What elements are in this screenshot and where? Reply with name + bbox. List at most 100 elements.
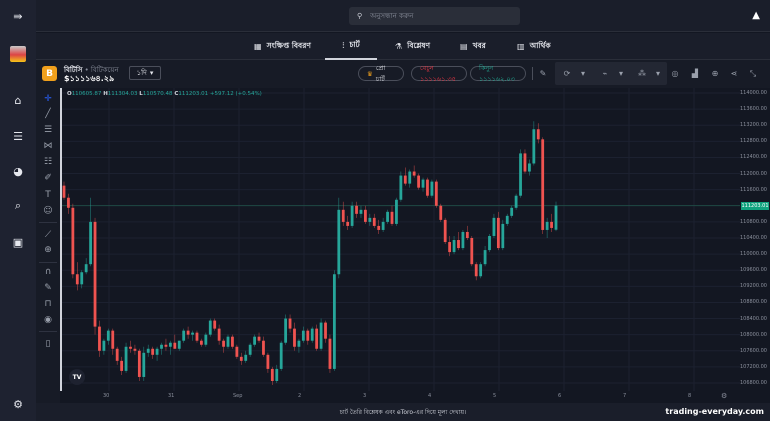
tab-chart[interactable]: ⫶ চার্ট	[325, 33, 377, 60]
price-tick: 112000.00	[739, 170, 767, 177]
search-input[interactable]: ⚲ অনুসন্ধান করুন	[349, 7, 520, 25]
divider	[39, 331, 57, 332]
settings-gear-icon[interactable]: ◎	[671, 69, 679, 78]
tab-label: সংক্ষিপ্ত বিবরণ	[266, 40, 311, 50]
expand-icon[interactable]: ⇛	[13, 9, 23, 23]
interval-dropdown[interactable]: ১দি ▾	[129, 66, 161, 80]
symbol-bar: B বিটিসি • বিটিকয়েন $১১১১৬৪.২৯ ১দি ▾ ♛ প্…	[36, 60, 770, 88]
top-bar: ⚲ অনুসন্ধান করুন ▲	[36, 0, 770, 32]
portfolio-icon[interactable]: ◕	[13, 164, 23, 178]
tradingview-logo[interactable]: TV	[69, 369, 85, 385]
price-axis[interactable]: 114000.00 113600.00 113200.00 112800.00 1124…	[740, 88, 770, 391]
divider	[39, 262, 57, 263]
tab-bar: ▦ সংক্ষিপ্ত বিবরণ ⫶ চার্ট ⚗ বিশ্লেষণ ▤ খবর ▥…	[36, 33, 770, 60]
bell-icon[interactable]: ▲	[752, 10, 760, 21]
emoji-icon[interactable]: ☺	[43, 206, 53, 216]
axis-settings-icon[interactable]: ⚙	[721, 392, 728, 400]
time-axis[interactable]: ⚙ 30 31 Sep 2 3 4 5 6 7 8	[60, 391, 770, 403]
buy-button[interactable]: কিনুন ১১১১৬২.০৩	[470, 64, 526, 83]
tab-label: খবর	[472, 40, 486, 50]
search-nav-icon[interactable]: ⌕	[14, 199, 22, 212]
tab-news[interactable]: ▤ খবর	[460, 33, 486, 60]
brush-icon[interactable]: ✐	[44, 173, 52, 183]
tab-label: চার্ট	[349, 39, 360, 49]
time-tick: 4	[428, 393, 432, 399]
tab-label: বিশ্লেষণ	[407, 40, 431, 50]
settings-icon[interactable]: ⚙	[13, 397, 23, 411]
time-tick: 30	[103, 393, 110, 399]
lock-icon[interactable]: ⊓	[44, 299, 52, 309]
chart-area[interactable]: O110605.87 H111304.03 L110570.48 C111203…	[60, 88, 742, 391]
caret-down-icon[interactable]: ▾	[618, 69, 623, 78]
ruler-icon[interactable]: ⟋	[44, 230, 52, 240]
pencil-icon[interactable]: ✎	[539, 69, 547, 78]
time-tick: 5	[493, 393, 497, 399]
price-tick: 113600.00	[739, 106, 767, 113]
channel-icon[interactable]: ☰	[43, 125, 53, 135]
time-tick: Sep	[233, 393, 243, 399]
tab-analysis[interactable]: ⚗ বিশ্লেষণ	[395, 33, 430, 60]
footer: চার্ট তৈরি বিশ্লেষক এবং eToro-এর দিয়ে ম…	[36, 403, 770, 421]
fib-icon[interactable]: ☷	[43, 157, 53, 167]
tab-overview[interactable]: ▦ সংক্ষিপ্ত বিবরণ	[254, 33, 311, 60]
current-price-label: 111203.01	[741, 201, 769, 210]
footer-message: চার্ট তৈরি বিশ্লেষক এবং eToro-এর দিয়ে ম…	[339, 408, 467, 416]
add-icon[interactable]: ⊕	[711, 69, 719, 78]
pattern-icon[interactable]: ⋈	[43, 141, 53, 151]
search-placeholder: অনুসন্ধান করুন	[370, 12, 414, 20]
sell-button[interactable]: বেচুন ১১১১৬১.৩৫	[411, 64, 467, 83]
volume-icon[interactable]: ▟	[691, 69, 699, 78]
document-icon: ▤	[460, 42, 468, 51]
time-tick: 3	[363, 393, 367, 399]
grid-icon: ▦	[254, 42, 262, 51]
price-tick: 109200.00	[739, 283, 767, 290]
home-icon[interactable]: ⌂	[14, 93, 22, 107]
tab-financials[interactable]: ▥ আর্থিক	[517, 33, 551, 60]
trash-icon[interactable]: ▯	[45, 339, 51, 349]
divider	[532, 67, 533, 80]
magnet-icon[interactable]: ∩	[44, 267, 52, 277]
text-icon[interactable]: T	[45, 190, 51, 200]
divider	[39, 222, 57, 223]
tab-label: আর্থিক	[529, 40, 551, 50]
watermark: trading-everyday.com	[665, 407, 764, 416]
symbol-name: বিটিসি • বিটিকয়েন	[64, 66, 119, 74]
price-tick: 108000.00	[739, 331, 767, 338]
chart-tools-group: ⟳ ▾ ⌁ ▾ ⁂ ▾	[555, 62, 667, 85]
ohlc-legend: O110605.87 H111304.03 L110570.48 C111203…	[67, 91, 262, 97]
caret-down-icon[interactable]: ▾	[655, 69, 660, 78]
fullscreen-icon[interactable]: ⤡	[749, 68, 757, 78]
price-tick: 108800.00	[739, 299, 767, 306]
price-tick: 106800.00	[739, 380, 767, 386]
caret-down-icon[interactable]: ▾	[580, 69, 585, 78]
eye-icon[interactable]: ◉	[44, 315, 52, 325]
trendline-icon[interactable]: ╱	[45, 109, 51, 119]
time-tick: 8	[688, 393, 692, 399]
share-icon[interactable]: ⋖	[730, 69, 738, 78]
search-icon: ⚲	[357, 12, 363, 20]
candlestick-chart[interactable]	[62, 88, 742, 391]
lock-drawings-icon[interactable]: ✎	[44, 283, 52, 293]
bitcoin-icon: B	[42, 66, 57, 81]
zoom-in-icon[interactable]: ⊕	[44, 245, 52, 255]
price-tick: 111600.00	[739, 186, 767, 193]
crosshair-icon[interactable]: ✛	[44, 94, 52, 104]
time-tick: 7	[623, 393, 627, 399]
price-tick: 112400.00	[739, 154, 767, 161]
watchlist-icon[interactable]: ☰	[13, 129, 23, 143]
price-tick: 112800.00	[739, 138, 767, 145]
left-nav: ⇛ ⌂ ☰ ◕ ⌕ ▣ ⚙	[0, 0, 36, 421]
price-tick: 107600.00	[739, 347, 767, 354]
indicators-icon[interactable]: ⁂	[638, 69, 646, 78]
price-tick: 108400.00	[739, 315, 767, 322]
price-tick: 110800.00	[739, 218, 767, 225]
line-icon[interactable]: ⌁	[602, 69, 608, 78]
price-tick: 110400.00	[739, 235, 767, 241]
wallet-icon[interactable]: ▣	[12, 235, 24, 249]
pro-chart-button[interactable]: ♛ প্রো চার্ট	[358, 64, 404, 83]
price-tick: 109600.00	[739, 267, 767, 274]
avatar[interactable]	[10, 46, 26, 62]
drawing-toolbar: ✛ ╱ ☰ ⋈ ☷ ✐ T ☺ ⟋ ⊕ ∩ ✎ ⊓ ◉ ▯	[36, 88, 60, 403]
chart-type-icon[interactable]: ⟳	[563, 69, 571, 78]
price-tick: 114000.00	[739, 90, 767, 96]
